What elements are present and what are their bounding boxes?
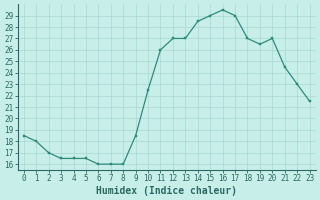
X-axis label: Humidex (Indice chaleur): Humidex (Indice chaleur): [96, 186, 237, 196]
